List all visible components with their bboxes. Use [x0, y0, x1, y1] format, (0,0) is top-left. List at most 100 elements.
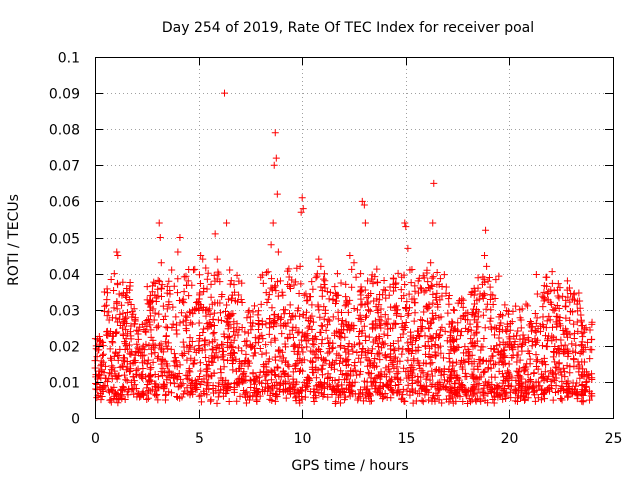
data-point — [423, 266, 431, 274]
data-point — [355, 332, 363, 340]
data-point — [256, 368, 264, 376]
y-tick-label: 0.09 — [49, 87, 80, 103]
data-point — [335, 332, 343, 340]
data-point — [190, 266, 198, 274]
data-point — [262, 376, 270, 384]
data-point — [413, 378, 421, 386]
data-point — [538, 358, 546, 366]
data-point — [251, 302, 259, 310]
data-point — [475, 295, 483, 303]
data-point — [146, 306, 154, 314]
data-point — [471, 287, 479, 295]
data-point — [383, 393, 391, 401]
y-tick-label: 0.01 — [49, 376, 80, 392]
data-point — [562, 303, 570, 311]
data-point — [155, 341, 163, 349]
data-point — [209, 358, 217, 366]
data-point — [275, 387, 283, 395]
data-point — [255, 307, 263, 315]
data-point — [492, 324, 500, 332]
data-point — [561, 341, 569, 349]
data-point — [561, 368, 569, 376]
data-point — [254, 326, 262, 334]
data-point — [450, 306, 458, 314]
data-point — [475, 380, 483, 388]
data-point — [357, 358, 365, 366]
data-point — [146, 318, 154, 326]
data-point — [438, 292, 446, 300]
data-point — [393, 370, 401, 378]
data-point — [568, 340, 576, 348]
data-point — [477, 373, 485, 381]
data-point — [482, 305, 490, 313]
data-point — [278, 330, 286, 338]
data-point — [297, 280, 305, 288]
data-point — [352, 273, 360, 281]
data-point — [169, 303, 177, 311]
data-point — [281, 306, 289, 314]
data-point — [122, 342, 130, 350]
data-point — [532, 378, 540, 386]
data-point — [131, 320, 139, 328]
data-point — [237, 295, 245, 303]
data-point — [479, 343, 487, 351]
data-point — [428, 314, 436, 322]
data-point — [538, 292, 546, 300]
data-point — [472, 396, 480, 404]
data-point — [251, 334, 259, 342]
data-point — [239, 371, 247, 379]
data-point — [140, 357, 148, 365]
data-point — [262, 363, 270, 371]
data-point — [119, 278, 127, 286]
data-point — [402, 223, 410, 231]
data-point — [481, 278, 489, 286]
data-point — [449, 399, 457, 407]
data-point — [205, 339, 213, 347]
data-point — [222, 307, 230, 315]
data-point — [390, 364, 398, 372]
data-point — [490, 361, 498, 369]
data-point — [218, 290, 226, 298]
data-point — [183, 313, 191, 321]
data-point — [337, 341, 345, 349]
data-point — [408, 295, 416, 303]
data-point — [161, 312, 169, 320]
data-point — [473, 337, 481, 345]
data-point — [202, 354, 210, 362]
data-point — [292, 278, 300, 286]
data-point — [210, 321, 218, 329]
data-point — [219, 341, 227, 349]
data-point — [468, 351, 476, 359]
data-point — [353, 348, 361, 356]
data-point — [98, 392, 106, 400]
data-point — [208, 372, 216, 380]
data-point — [520, 367, 528, 375]
data-point — [586, 387, 594, 395]
data-point — [175, 297, 183, 305]
data-point — [387, 357, 395, 365]
data-point — [168, 324, 176, 332]
data-point — [335, 393, 343, 401]
data-point — [517, 394, 525, 402]
data-point — [293, 378, 301, 386]
data-point — [298, 358, 306, 366]
data-point — [583, 368, 591, 376]
data-point — [436, 342, 444, 350]
data-point — [483, 262, 491, 270]
data-point — [461, 385, 469, 393]
data-point — [154, 353, 162, 361]
data-point — [403, 298, 411, 306]
data-point — [323, 321, 331, 329]
data-point — [570, 362, 578, 370]
data-point — [337, 279, 345, 287]
data-point — [199, 329, 207, 336]
data-point — [308, 278, 316, 286]
data-point — [274, 314, 282, 322]
data-point — [235, 326, 243, 334]
data-point — [431, 397, 439, 405]
data-point — [361, 219, 369, 227]
data-point — [427, 353, 435, 361]
data-point — [411, 309, 419, 317]
data-point — [427, 319, 435, 327]
data-point — [505, 360, 513, 368]
